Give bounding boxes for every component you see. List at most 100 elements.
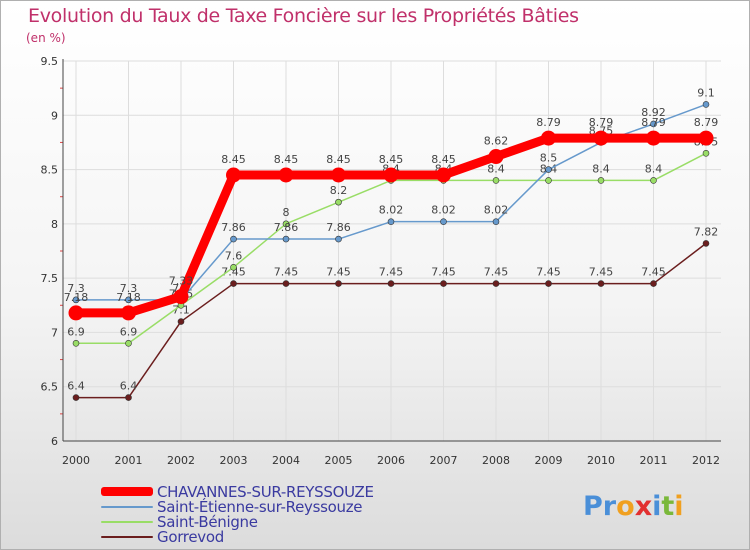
legend: CHAVANNES-SUR-REYSSOUZE Saint-Étienne-su… — [101, 482, 374, 546]
x-tick-label: 2010 — [587, 454, 615, 467]
data-label: 8.2 — [330, 184, 348, 197]
data-label: 7.45 — [326, 266, 351, 279]
logo-letter: i — [652, 491, 662, 522]
data-label: 7.33 — [169, 275, 194, 288]
data-point — [230, 263, 237, 271]
legend-swatch — [101, 520, 153, 523]
chart-title: Evolution du Taux de Taxe Foncière sur l… — [28, 5, 579, 27]
data-label: 8.45 — [221, 153, 246, 166]
data-point — [72, 339, 80, 347]
legend-item-saint-benigne: Saint-Bénigne — [101, 513, 374, 531]
legend-item-gorrevod: Gorrevod — [101, 527, 374, 546]
data-point — [177, 318, 185, 325]
x-tick-label: 2000 — [62, 454, 90, 467]
data-label: 9.1 — [697, 86, 715, 99]
data-point — [702, 101, 710, 108]
proxiti-logo: Proxiti — [583, 491, 684, 522]
data-label: 7.18 — [116, 291, 141, 304]
data-label: 8.02 — [379, 204, 404, 217]
x-tick-label: 2007 — [430, 454, 458, 467]
legend-item-chavannes: CHAVANNES-SUR-REYSSOUZE — [101, 482, 374, 501]
data-label: 6.4 — [67, 380, 85, 393]
data-label: 7.86 — [326, 221, 351, 234]
data-point — [440, 218, 447, 225]
x-tick-label: 2003 — [220, 454, 248, 467]
data-label: 7.45 — [379, 266, 404, 279]
legend-label: CHAVANNES-SUR-REYSSOUZE — [157, 482, 374, 501]
legend-swatch — [101, 487, 153, 496]
logo-letter: P — [583, 491, 603, 522]
data-point — [383, 167, 399, 183]
data-point — [282, 280, 290, 287]
data-point — [597, 280, 605, 287]
x-tick-label: 2002 — [167, 454, 195, 467]
data-label: 7.3 — [67, 282, 85, 295]
data-point — [545, 166, 552, 173]
data-point — [173, 289, 189, 305]
data-point — [125, 339, 132, 347]
data-point — [387, 218, 395, 225]
data-label: 6.4 — [120, 380, 138, 393]
y-tick-label: 6.5 — [41, 381, 59, 394]
data-label: 8.62 — [484, 135, 509, 148]
data-label: 8.79 — [589, 116, 614, 129]
data-label: 8.5 — [540, 152, 558, 165]
data-point — [68, 305, 84, 321]
data-point — [72, 394, 80, 401]
x-tick-label: 2001 — [115, 454, 143, 467]
x-tick-label: 2006 — [377, 454, 405, 467]
data-label: 7.86 — [221, 221, 246, 234]
data-label: 8.79 — [694, 116, 719, 129]
data-point — [436, 167, 451, 183]
y-tick-label: 6 — [51, 435, 58, 448]
data-point — [492, 218, 500, 225]
data-label: 7.82 — [694, 225, 719, 238]
data-point — [488, 149, 504, 165]
data-label: 7.86 — [274, 221, 299, 234]
data-label: 7.45 — [641, 266, 666, 279]
x-tick-label: 2008 — [482, 454, 510, 467]
data-label: 7.45 — [221, 266, 246, 279]
data-point — [545, 177, 552, 184]
data-label: 7.45 — [274, 266, 299, 279]
data-point — [650, 177, 657, 184]
legend-item-saint-etienne: Saint-Étienne-sur-Reyssouze — [101, 497, 374, 516]
data-label: 8.45 — [326, 153, 351, 166]
data-point — [597, 177, 605, 184]
data-label: 7.6 — [225, 249, 243, 262]
x-tick-label: 2004 — [272, 454, 300, 467]
data-point — [226, 167, 241, 183]
data-label: 7.45 — [484, 266, 509, 279]
data-label: 8.92 — [641, 106, 666, 119]
logo-letter: o — [616, 491, 635, 522]
data-point — [335, 280, 342, 287]
legend-swatch — [101, 505, 153, 508]
data-point — [702, 240, 710, 247]
legend-swatch — [101, 535, 153, 538]
data-label: 8.4 — [645, 162, 663, 175]
data-label: 8.79 — [536, 116, 561, 129]
data-label: 7.45 — [536, 266, 561, 279]
y-tick-label: 7.5 — [41, 272, 59, 285]
logo-letter: i — [674, 491, 684, 522]
legend-label: Gorrevod — [157, 527, 224, 546]
data-point — [282, 235, 290, 243]
data-label: 7.3 — [120, 282, 138, 295]
y-tick-label: 8 — [51, 218, 58, 231]
data-label: 6.9 — [120, 325, 138, 338]
logo-letter: t — [661, 491, 675, 522]
data-label: 8.4 — [592, 162, 610, 175]
data-point — [125, 296, 132, 304]
legend-label: Saint-Étienne-sur-Reyssouze — [157, 497, 363, 516]
data-label: 8 — [283, 206, 290, 219]
data-label: 7.1 — [172, 304, 190, 317]
data-point — [646, 130, 661, 146]
data-point — [121, 305, 136, 321]
data-point — [492, 177, 500, 184]
data-point — [72, 296, 80, 304]
x-tick-label: 2009 — [535, 454, 563, 467]
data-label: 8.45 — [379, 153, 404, 166]
data-label: 7.18 — [64, 291, 89, 304]
